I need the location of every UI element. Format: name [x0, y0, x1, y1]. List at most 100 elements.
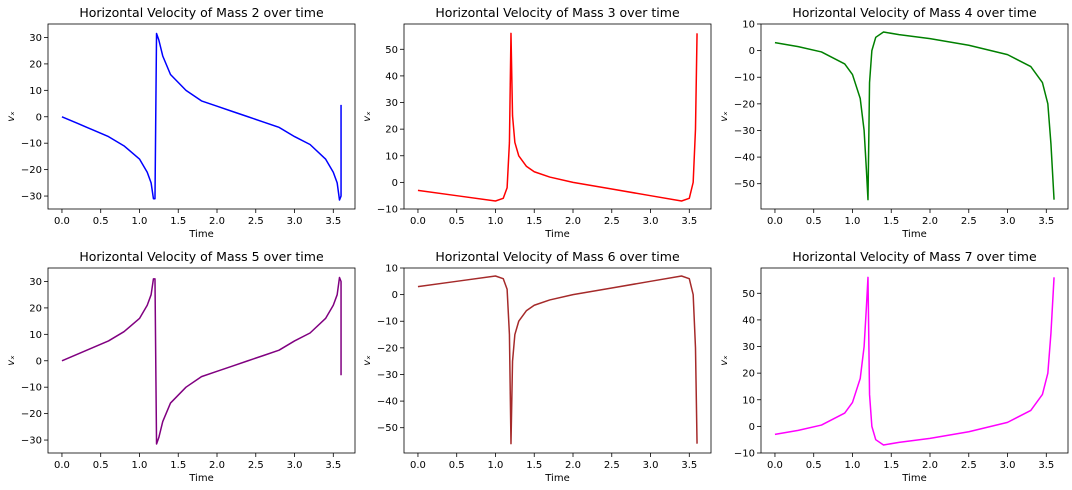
x-tick-label: 3.5 — [325, 216, 341, 227]
axes-frame — [403, 267, 712, 454]
x-tick-label: 0.0 — [410, 216, 426, 227]
x-tick-label: 0.5 — [806, 216, 822, 227]
y-tick-label: 10 — [385, 264, 398, 275]
y-axis-label: vₓ — [362, 111, 373, 122]
x-tick-label: 0.5 — [93, 460, 109, 471]
y-tick-label: −10 — [377, 205, 398, 216]
chart-title: Horizontal Velocity of Mass 5 over time — [79, 249, 324, 264]
y-tick-label: −40 — [377, 397, 398, 408]
y-tick-label: 10 — [742, 395, 755, 406]
x-tick-label: 0.5 — [806, 460, 822, 471]
y-tick-label: −50 — [377, 423, 398, 434]
series-line-1 — [61, 276, 342, 445]
plot-area — [761, 268, 1068, 453]
x-tick-label: 0.5 — [449, 460, 465, 471]
subplot-5: Horizontal Velocity of Mass 6 over time 0… — [362, 249, 712, 484]
axes-frame — [47, 267, 356, 454]
y-tick-label: −20 — [377, 343, 398, 354]
subplot-3: Horizontal Velocity of Mass 4 over time 0… — [719, 5, 1069, 240]
y-tick-label: 30 — [29, 277, 42, 288]
x-tick-label: 1.0 — [488, 460, 504, 471]
y-axis-label: vₓ — [719, 355, 730, 366]
x-tick-label: 1.0 — [845, 216, 861, 227]
y-tick-label: 50 — [385, 45, 398, 56]
series-line-1 — [774, 31, 1055, 201]
subplot-6: Horizontal Velocity of Mass 7 over time 0… — [719, 249, 1069, 484]
series-line-1 — [417, 275, 698, 445]
y-tick-label: 10 — [742, 20, 755, 31]
x-tick-label: 1.0 — [845, 460, 861, 471]
x-tick-label: 3.5 — [1038, 216, 1054, 227]
x-tick-label: 0.5 — [449, 216, 465, 227]
x-tick-label: 1.5 — [883, 216, 899, 227]
x-axis-label: Time — [901, 229, 926, 240]
x-axis-label: Time — [188, 473, 213, 484]
axes-frame — [760, 23, 1069, 210]
x-tick-label: 2.5 — [248, 460, 264, 471]
y-tick-label: −10 — [21, 139, 42, 150]
x-tick-label: 1.0 — [132, 460, 148, 471]
y-tick-label: −10 — [377, 317, 398, 328]
y-tick-label: −40 — [734, 153, 755, 164]
x-tick-label: 1.5 — [170, 460, 186, 471]
y-tick-label: 50 — [742, 289, 755, 300]
plot-area — [48, 268, 355, 453]
x-tick-label: 3.0 — [1000, 460, 1016, 471]
x-tick-label: 2.0 — [209, 460, 225, 471]
x-tick-label: 2.0 — [209, 216, 225, 227]
y-axis-label: vₓ — [6, 111, 17, 122]
y-tick-label: −20 — [734, 99, 755, 110]
y-tick-label: 20 — [29, 59, 42, 70]
y-tick-label: −10 — [21, 383, 42, 394]
subplot-2: Horizontal Velocity of Mass 3 over time 0… — [362, 5, 712, 240]
x-tick-label: 3.0 — [287, 460, 303, 471]
chart-title: Horizontal Velocity of Mass 4 over time — [792, 5, 1037, 20]
y-tick-label: −30 — [734, 126, 755, 137]
y-tick-label: 40 — [742, 315, 755, 326]
y-tick-label: 40 — [385, 71, 398, 82]
y-axis-label: vₓ — [362, 355, 373, 366]
axes-frame — [760, 267, 1069, 454]
y-tick-label: 20 — [385, 125, 398, 136]
chart-title: Horizontal Velocity of Mass 7 over time — [792, 249, 1037, 264]
x-tick-label: 3.0 — [643, 216, 659, 227]
series-line-1 — [417, 32, 698, 202]
y-tick-label: −50 — [734, 179, 755, 190]
axes-frame — [47, 23, 356, 210]
chart-title: Horizontal Velocity of Mass 2 over time — [79, 5, 324, 20]
y-tick-label: −10 — [734, 73, 755, 84]
x-tick-label: 0.0 — [54, 216, 70, 227]
chart-title: Horizontal Velocity of Mass 3 over time — [435, 5, 680, 20]
x-tick-label: 0.0 — [767, 460, 783, 471]
x-axis-label: Time — [901, 473, 926, 484]
x-tick-label: 2.5 — [248, 216, 264, 227]
x-tick-label: 3.0 — [643, 460, 659, 471]
y-tick-label: 0 — [36, 112, 42, 123]
y-axis-label: vₓ — [6, 355, 17, 366]
x-tick-label: 0.0 — [54, 460, 70, 471]
x-axis-label: Time — [544, 229, 569, 240]
chart-title: Horizontal Velocity of Mass 6 over time — [435, 249, 680, 264]
plot-area — [404, 268, 711, 453]
y-tick-label: 0 — [392, 178, 398, 189]
subplot-1: Horizontal Velocity of Mass 2 over time 0… — [6, 5, 356, 240]
series-line-1 — [61, 32, 342, 201]
x-axis-label: Time — [544, 473, 569, 484]
plot-area — [404, 24, 711, 209]
x-tick-label: 1.5 — [883, 460, 899, 471]
y-axis-label: vₓ — [719, 111, 730, 122]
x-tick-label: 3.5 — [325, 460, 341, 471]
x-tick-label: 3.0 — [287, 216, 303, 227]
y-tick-label: −30 — [377, 370, 398, 381]
x-tick-label: 2.0 — [565, 216, 581, 227]
axes-frame — [403, 23, 712, 210]
x-tick-label: 1.5 — [526, 216, 542, 227]
x-tick-label: 1.5 — [170, 216, 186, 227]
x-tick-label: 2.0 — [922, 460, 938, 471]
plot-area — [48, 24, 355, 209]
y-tick-label: 10 — [385, 151, 398, 162]
x-tick-label: 0.0 — [410, 460, 426, 471]
x-tick-label: 0.0 — [767, 216, 783, 227]
x-tick-label: 2.5 — [604, 216, 620, 227]
